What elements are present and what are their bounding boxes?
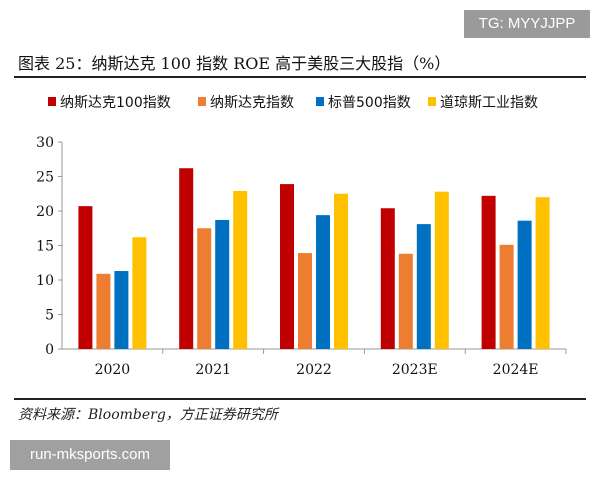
bar-chart: 纳斯达克100指数 纳斯达克指数 标普500指数 道琼斯工业指数 0 5 10 15 20 25 3… <box>36 95 567 378</box>
legend-swatch <box>428 97 436 106</box>
y-tick-label: 0 <box>45 342 54 358</box>
y-tick-label: 20 <box>36 204 54 220</box>
legend-label: 标普500指数 <box>328 95 411 111</box>
y-tick-label: 30 <box>36 135 54 151</box>
bar <box>96 273 111 349</box>
bar <box>334 193 348 349</box>
source-note: 资料来源：Bloomberg，方正证券研究所 <box>18 407 278 423</box>
legend-swatch <box>198 97 206 106</box>
chart-title: 图表 25：纳斯达克 100 指数 ROE 高于美股三大股指（%） <box>18 54 451 73</box>
bar <box>380 208 395 349</box>
bar <box>179 168 194 349</box>
bar <box>398 253 413 349</box>
x-tick-label: 2023E <box>392 362 438 378</box>
bar <box>215 219 230 349</box>
title-divider <box>14 76 586 78</box>
x-tick-label: 2022 <box>296 362 332 378</box>
bar <box>481 195 496 349</box>
watermark-bottom: run-mksports.com <box>10 440 170 470</box>
x-tick-label: 2020 <box>95 362 131 378</box>
watermark-top: TG: MYYJJPP <box>464 10 590 38</box>
legend-swatch <box>48 97 56 106</box>
bar <box>132 237 147 349</box>
bar <box>499 244 514 349</box>
legend-label: 道琼斯工业指数 <box>440 95 538 111</box>
bar <box>434 191 449 349</box>
bar <box>78 206 93 349</box>
legend-label: 纳斯达克指数 <box>210 95 294 111</box>
x-tick-label: 2021 <box>195 362 231 378</box>
x-tick-label: 2024E <box>493 362 539 378</box>
legend-swatch <box>316 97 324 106</box>
bar <box>316 215 330 349</box>
bar <box>298 253 312 349</box>
y-tick-label: 25 <box>36 170 54 186</box>
bar <box>114 271 129 349</box>
source-divider <box>14 398 586 400</box>
bar <box>535 197 550 349</box>
y-tick-label: 15 <box>36 239 54 255</box>
bar <box>517 220 532 349</box>
bar <box>416 224 431 349</box>
y-tick-label: 10 <box>36 273 54 289</box>
bar <box>197 228 212 349</box>
legend-label: 纳斯达克100指数 <box>60 95 171 111</box>
bar <box>280 184 294 349</box>
bar <box>233 190 248 349</box>
y-tick-label: 5 <box>45 308 54 324</box>
